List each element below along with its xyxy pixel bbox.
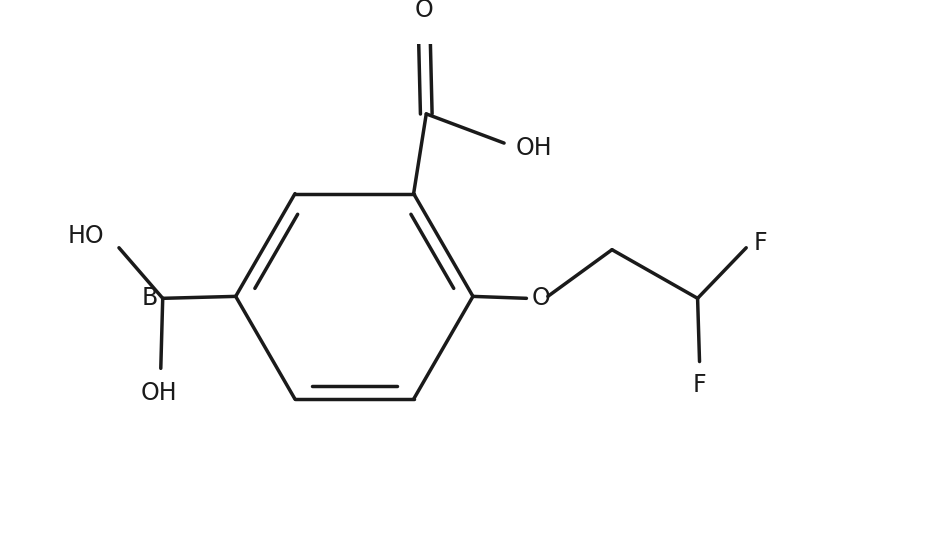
Text: OH: OH	[515, 136, 552, 160]
Text: B: B	[141, 286, 158, 310]
Text: F: F	[754, 231, 768, 255]
Text: O: O	[414, 0, 433, 22]
Text: OH: OH	[140, 381, 177, 405]
Text: F: F	[692, 373, 706, 397]
Text: HO: HO	[68, 224, 105, 248]
Text: O: O	[531, 286, 550, 310]
